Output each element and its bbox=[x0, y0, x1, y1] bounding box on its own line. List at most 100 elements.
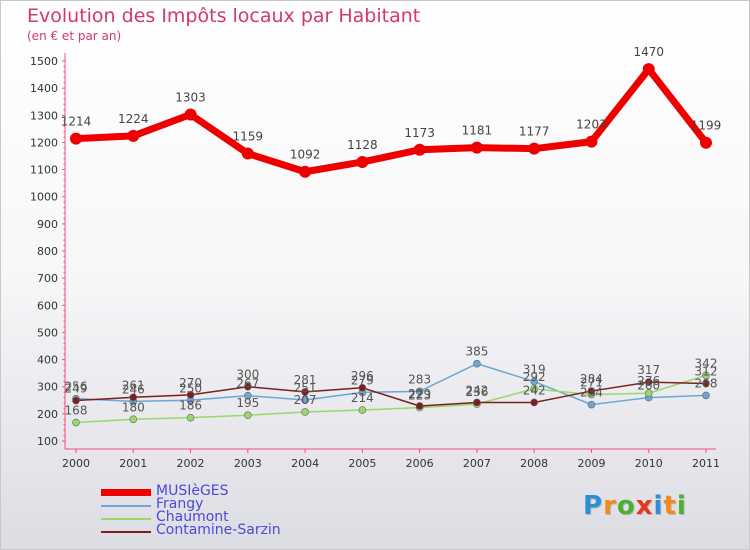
y-tick-label: 200 bbox=[37, 408, 58, 421]
data-label: 284 bbox=[580, 372, 603, 386]
data-point bbox=[299, 165, 312, 178]
data-point bbox=[644, 378, 653, 386]
data-point bbox=[644, 389, 653, 398]
data-point bbox=[702, 371, 710, 380]
data-point bbox=[301, 396, 309, 404]
data-point bbox=[473, 398, 481, 407]
data-point bbox=[244, 391, 252, 400]
x-tick-label: 2002 bbox=[177, 457, 205, 470]
data-label: 1224 bbox=[118, 112, 149, 126]
series-line-musi-ges bbox=[72, 65, 710, 176]
data-label: 385 bbox=[465, 345, 488, 359]
data-label: 229 bbox=[408, 387, 431, 401]
data-label: 186 bbox=[179, 399, 202, 413]
data-label: 292 bbox=[523, 370, 546, 384]
legend-label: Chaumont bbox=[156, 509, 229, 525]
data-point bbox=[415, 387, 424, 396]
data-label: 317 bbox=[637, 363, 660, 377]
y-tick-label: 600 bbox=[37, 299, 58, 312]
series-line-contamine-sarzin bbox=[75, 381, 707, 407]
data-label: 256 bbox=[65, 380, 88, 394]
data-label: 214 bbox=[351, 391, 374, 405]
y-tick-label: 500 bbox=[37, 326, 58, 339]
data-point bbox=[587, 400, 596, 409]
data-point bbox=[528, 142, 541, 155]
data-label: 319 bbox=[523, 363, 546, 377]
series-line-chaumont bbox=[75, 374, 707, 424]
y-tick-label: 700 bbox=[37, 272, 58, 285]
x-tick-label: 2007 bbox=[463, 457, 491, 470]
data-point bbox=[72, 396, 80, 405]
y-tick-label: 1000 bbox=[30, 191, 58, 204]
data-label: 271 bbox=[580, 376, 603, 390]
logo-letter: x bbox=[635, 491, 654, 521]
data-label: 249 bbox=[65, 382, 88, 396]
y-tick-label: 1500 bbox=[30, 55, 58, 68]
data-point bbox=[184, 108, 197, 121]
data-label: 246 bbox=[122, 382, 145, 396]
legend-swatch bbox=[101, 531, 151, 533]
x-tick-label: 2008 bbox=[520, 457, 548, 470]
data-label: 260 bbox=[637, 379, 660, 393]
y-tick-label: 1200 bbox=[30, 136, 58, 149]
x-tick-label: 2009 bbox=[577, 457, 605, 470]
data-point bbox=[470, 141, 483, 154]
data-label: 1214 bbox=[61, 115, 92, 129]
data-point bbox=[473, 359, 481, 368]
series-layer bbox=[70, 63, 712, 427]
data-point bbox=[530, 385, 538, 393]
data-point bbox=[587, 387, 596, 395]
data-label: 1159 bbox=[233, 130, 264, 144]
legend-label: Frangy bbox=[156, 496, 204, 512]
logo-letter: o bbox=[616, 491, 636, 521]
legend-swatch bbox=[101, 489, 151, 496]
x-tick-label: 2006 bbox=[406, 457, 434, 470]
data-label: 234 bbox=[580, 386, 603, 400]
x-tick-label: 2005 bbox=[348, 457, 376, 470]
data-point bbox=[642, 63, 655, 76]
data-label: 207 bbox=[294, 393, 317, 407]
y-tick-label: 1400 bbox=[30, 82, 58, 95]
x-tick-label: 2000 bbox=[62, 457, 90, 470]
data-label: 195 bbox=[236, 396, 259, 410]
data-label: 1092 bbox=[290, 148, 321, 162]
data-label: 268 bbox=[695, 376, 718, 390]
data-point bbox=[186, 413, 195, 422]
logo-letter: i bbox=[653, 491, 664, 521]
x-tick-label: 2001 bbox=[119, 457, 147, 470]
y-tick-label: 900 bbox=[37, 218, 58, 231]
data-label: 1173 bbox=[404, 126, 435, 140]
x-tick-label: 2011 bbox=[692, 457, 720, 470]
data-point bbox=[301, 388, 309, 396]
series-line-frangy bbox=[75, 362, 707, 406]
data-point bbox=[301, 408, 309, 416]
data-point bbox=[413, 143, 426, 156]
data-label: 1303 bbox=[175, 90, 206, 104]
data-label: 342 bbox=[695, 356, 718, 370]
data-label: 236 bbox=[465, 385, 488, 399]
data-label: 312 bbox=[695, 364, 718, 378]
chart-title: Evolution des Impôts locaux par Habitant bbox=[27, 5, 421, 27]
data-point bbox=[358, 383, 367, 392]
data-point bbox=[702, 379, 710, 388]
y-tick-label: 400 bbox=[37, 354, 58, 367]
proxiti-logo: Proxiti bbox=[583, 491, 687, 521]
data-label: 1181 bbox=[462, 124, 493, 138]
y-tick-label: 1100 bbox=[30, 164, 58, 177]
chart-axes: 1002003004005006007008009001000110012001… bbox=[30, 53, 720, 470]
legend-swatch bbox=[101, 505, 151, 507]
data-point bbox=[530, 398, 538, 407]
data-point bbox=[356, 155, 369, 168]
data-label: 281 bbox=[294, 373, 317, 387]
data-label: 279 bbox=[351, 373, 374, 387]
data-label: 251 bbox=[294, 381, 317, 395]
data-labels-layer: 1214 1224 1303 1159 1092 1128 1173 1181 1177 1203… bbox=[61, 45, 722, 417]
logo-letter: r bbox=[603, 491, 617, 521]
data-point bbox=[244, 411, 252, 420]
y-tick-label: 800 bbox=[37, 245, 58, 258]
data-label: 168 bbox=[65, 404, 88, 418]
logo-letter: P bbox=[583, 491, 604, 521]
data-point bbox=[700, 136, 712, 149]
data-label: 296 bbox=[351, 369, 374, 383]
